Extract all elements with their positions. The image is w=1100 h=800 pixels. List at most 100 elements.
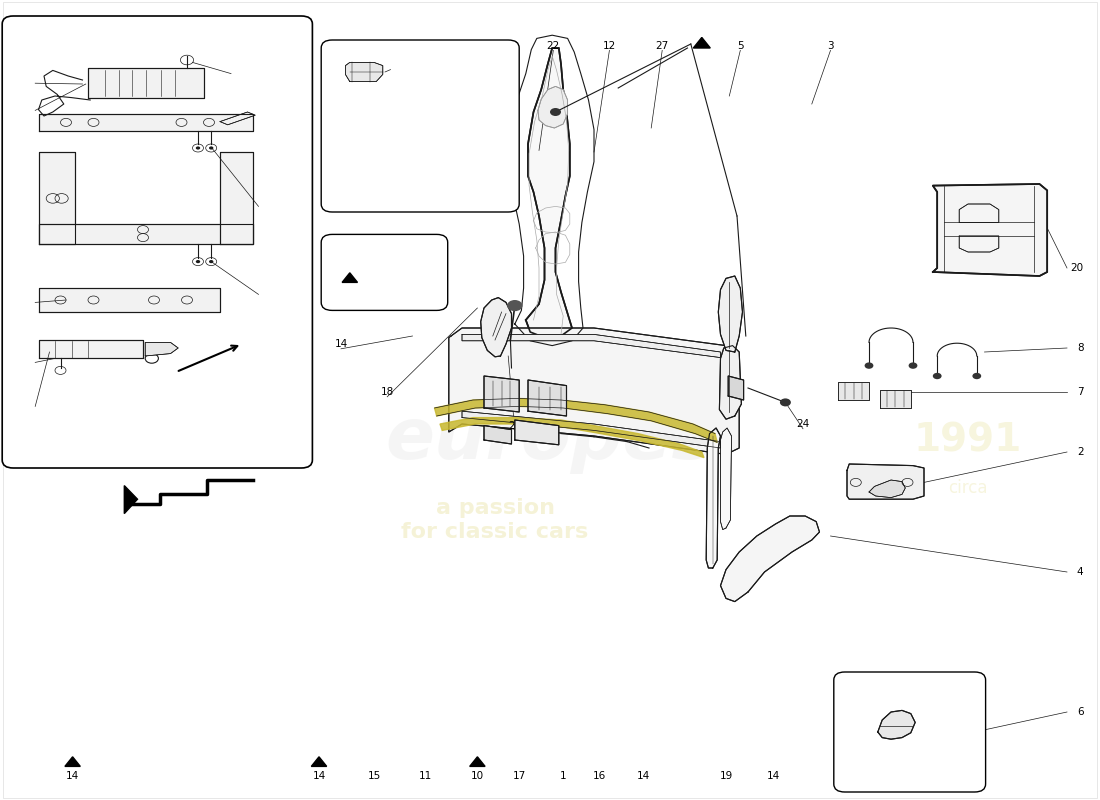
FancyBboxPatch shape: [834, 672, 986, 792]
Polygon shape: [718, 276, 743, 352]
Text: 11: 11: [419, 771, 432, 781]
Circle shape: [507, 300, 522, 311]
Text: 31: 31: [8, 299, 21, 309]
Text: 18: 18: [381, 387, 394, 397]
Text: 26: 26: [257, 291, 271, 301]
Text: 27: 27: [656, 42, 669, 51]
Text: 20: 20: [1070, 263, 1084, 273]
Polygon shape: [449, 328, 739, 454]
Circle shape: [865, 362, 873, 369]
Polygon shape: [484, 376, 519, 412]
Text: 5: 5: [737, 42, 744, 51]
Polygon shape: [538, 86, 568, 128]
FancyBboxPatch shape: [2, 16, 312, 468]
Polygon shape: [481, 298, 512, 357]
Text: 28: 28: [8, 75, 21, 85]
Polygon shape: [693, 38, 711, 48]
Text: 7: 7: [1077, 387, 1084, 397]
Text: 14: 14: [637, 771, 650, 781]
Text: 6: 6: [1077, 707, 1084, 717]
Circle shape: [972, 373, 981, 379]
Polygon shape: [880, 390, 911, 408]
Text: 14: 14: [312, 771, 326, 781]
Polygon shape: [462, 411, 720, 448]
Text: europes: europes: [385, 406, 715, 474]
Polygon shape: [728, 376, 744, 400]
Polygon shape: [419, 94, 456, 200]
Text: 24: 24: [796, 419, 810, 429]
Circle shape: [209, 260, 213, 263]
Text: 9: 9: [418, 65, 425, 74]
Polygon shape: [65, 757, 80, 766]
Polygon shape: [484, 426, 512, 444]
Text: 4: 4: [1077, 567, 1084, 577]
Polygon shape: [88, 68, 204, 98]
Text: a passion
for classic cars: a passion for classic cars: [402, 498, 588, 542]
Text: 2: 2: [1077, 447, 1084, 457]
Text: 12: 12: [603, 42, 616, 51]
Text: circa: circa: [948, 479, 988, 497]
Circle shape: [196, 260, 200, 263]
Polygon shape: [847, 464, 924, 499]
Polygon shape: [39, 114, 253, 131]
Polygon shape: [959, 204, 999, 222]
Polygon shape: [462, 334, 720, 358]
Polygon shape: [39, 152, 75, 244]
Text: 16: 16: [593, 771, 606, 781]
Text: = 13: = 13: [396, 266, 425, 278]
Circle shape: [196, 146, 200, 150]
Polygon shape: [515, 420, 559, 445]
Text: 8: 8: [1077, 343, 1084, 353]
Polygon shape: [220, 152, 253, 244]
Polygon shape: [311, 757, 327, 766]
Text: 14: 14: [767, 771, 780, 781]
Text: 26: 26: [257, 203, 271, 213]
Polygon shape: [470, 757, 485, 766]
Circle shape: [209, 146, 213, 150]
Circle shape: [780, 398, 791, 406]
Text: USA: USA: [114, 424, 172, 448]
Text: 14: 14: [334, 339, 348, 349]
Text: Lato passeggero: Lato passeggero: [381, 94, 460, 104]
Text: 29: 29: [8, 403, 21, 413]
Polygon shape: [39, 224, 253, 244]
Text: 14: 14: [66, 771, 79, 781]
Polygon shape: [720, 516, 820, 602]
Text: 1: 1: [560, 771, 566, 781]
Polygon shape: [706, 428, 721, 568]
Polygon shape: [39, 340, 143, 358]
FancyBboxPatch shape: [321, 40, 519, 212]
Text: 17: 17: [513, 771, 526, 781]
Text: 1991: 1991: [914, 421, 1022, 459]
Polygon shape: [869, 480, 905, 498]
Polygon shape: [838, 382, 869, 400]
Polygon shape: [526, 48, 572, 338]
Text: 15: 15: [367, 771, 381, 781]
Circle shape: [909, 362, 917, 369]
Polygon shape: [124, 486, 138, 514]
Polygon shape: [440, 144, 454, 154]
Text: 21: 21: [508, 421, 521, 430]
Polygon shape: [39, 288, 220, 312]
Polygon shape: [440, 418, 704, 458]
Text: 25: 25: [8, 107, 21, 117]
Text: 26: 26: [8, 359, 21, 369]
Text: 19: 19: [719, 771, 733, 781]
Polygon shape: [878, 710, 915, 739]
Circle shape: [550, 108, 561, 116]
Text: 10: 10: [471, 771, 484, 781]
Polygon shape: [434, 398, 717, 442]
Text: Passenger side: Passenger side: [385, 109, 455, 118]
Text: 22: 22: [547, 42, 560, 51]
Polygon shape: [345, 62, 383, 82]
Polygon shape: [220, 112, 255, 125]
Polygon shape: [145, 342, 178, 356]
Text: 3: 3: [827, 42, 834, 51]
Text: 26: 26: [230, 67, 243, 77]
Polygon shape: [719, 346, 741, 419]
Circle shape: [933, 373, 942, 379]
Text: 30: 30: [505, 42, 518, 51]
Polygon shape: [528, 380, 566, 416]
Polygon shape: [82, 392, 244, 464]
Polygon shape: [342, 273, 358, 282]
